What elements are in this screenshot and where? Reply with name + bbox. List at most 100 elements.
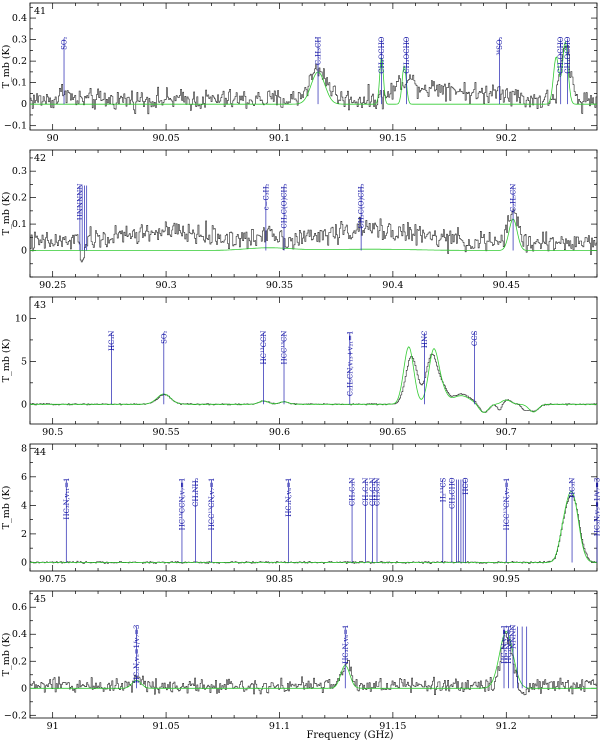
- model-spectrum: [30, 218, 597, 251]
- y-axis-label: T_mb (K): [1, 192, 12, 236]
- y-tick-label: 10: [15, 313, 27, 324]
- panel-44: 90.75 90.8 90.85 90.9 90.95 0 2 4 6 8 T_mb (K) 44 HC…: [1, 443, 600, 585]
- x-tick-label: 90.65: [379, 427, 406, 438]
- line-label: CCS: [471, 330, 479, 346]
- y-tick-label: 0.1: [12, 78, 27, 89]
- line-label: HC₃N,v₁₁=1: [63, 478, 71, 520]
- line-label: SO₂: [160, 330, 168, 344]
- line-label: c−C₃H₂: [262, 183, 270, 210]
- y-tick-label: 0.4: [12, 629, 27, 640]
- y-tick-label: 0: [21, 557, 27, 568]
- panel-number: 41: [34, 6, 46, 17]
- line-label: C₂H₃CH: [315, 37, 323, 66]
- x-tick-label: 90.45: [493, 280, 520, 291]
- panel-45: 91 91.05 91.1 91.15 91.2 −0.2 0 0.2 0.4 0.6 T_mb (…: [1, 590, 598, 732]
- y-tick-label: 5: [21, 356, 27, 367]
- x-tick-label: 90.7: [496, 427, 517, 438]
- x-tick-label: 90.1: [269, 133, 290, 144]
- observed-spectrum: [30, 353, 598, 413]
- x-tick-label: 90.85: [266, 574, 293, 585]
- line-label: CH₃NH₂: [192, 477, 200, 506]
- observed-spectrum: [30, 45, 598, 115]
- model-spectrum: [30, 346, 597, 413]
- x-tick-label: 91.05: [152, 721, 179, 732]
- model-spectrum: [30, 490, 597, 563]
- x-tick-label: 90.3: [156, 280, 177, 291]
- observed-spectrum: [30, 495, 598, 564]
- line-label: HC₃N: [569, 478, 577, 498]
- panel-43: 90.5 90.55 90.6 90.65 90.7 0 5 10 T_mb (K) 43 HC₃N…: [1, 296, 598, 438]
- model-spectrum: [30, 41, 597, 105]
- y-tick-label: −0.2: [4, 710, 27, 721]
- line-label: CH₃OCHO: [564, 36, 572, 73]
- x-tick-label: 90.95: [493, 574, 520, 585]
- y-tick-label: 0.3: [12, 35, 27, 46]
- y-tick-label: 0: [21, 246, 27, 257]
- plot-frame: [29, 443, 598, 572]
- y-tick-label: 0.2: [12, 656, 27, 667]
- line-label: HC¹³CCN: [260, 331, 268, 365]
- panel-42: 90.25 90.3 90.35 90.4 90.45 0 0.1 0.2 0.3 T_mb (K…: [1, 149, 598, 291]
- line-label: ³⁴SO₂: [496, 36, 504, 55]
- y-tick-label: 8: [21, 443, 27, 454]
- line-label: HCC¹³CN,v₇=1: [503, 478, 511, 531]
- line-label: HC₃N,v₇=1: [501, 625, 509, 664]
- y-tick-label: 4: [21, 500, 27, 511]
- x-tick-label: 90.6: [269, 427, 290, 438]
- x-tick-label: 90: [47, 133, 59, 144]
- panel-41: 90 90.05 90.1 90.15 90.2 −0.1 0 0.1 0.2 0.3 0.4 T_m…: [1, 2, 598, 144]
- line-label: HNNNNN: [76, 184, 84, 221]
- line-label: HCC¹³CN: [281, 331, 289, 365]
- x-tick-label: 90.8: [156, 574, 177, 585]
- line-label: HC₃N: [108, 331, 116, 351]
- model-spectrum: [30, 631, 597, 689]
- line-label: HC₃N,v₆=1: [342, 625, 350, 664]
- plot-frame: [29, 149, 598, 278]
- y-tick-label: 0.1: [12, 219, 27, 230]
- x-tick-label: 90.15: [379, 133, 406, 144]
- x-tick-label: 90.05: [152, 133, 179, 144]
- y-axis-label: T_mb (K): [1, 45, 12, 89]
- line-label: HC₃N,v₅=1/v₇=3: [594, 478, 600, 537]
- line-label: CH₃OCHO: [403, 36, 411, 73]
- plot-frame: [29, 590, 598, 719]
- line-label: HC₃N,v₅=1/v₇=3: [133, 625, 141, 684]
- line-label: HCC¹³CN,v₇=1: [208, 478, 216, 531]
- x-tick-label: 91.15: [379, 721, 406, 732]
- line-label: HC₃N,v₇=1: [505, 625, 513, 664]
- y-tick-label: 0.2: [12, 56, 27, 67]
- plot-frame: [29, 296, 598, 425]
- plot-frame: [29, 2, 598, 131]
- line-label: CH₃CHO: [448, 477, 456, 509]
- line-label: CH₃C(O)CH₃: [281, 183, 289, 228]
- y-tick-label: 0: [21, 99, 27, 110]
- x-tick-label: 90.2: [496, 133, 517, 144]
- panel-number: 44: [34, 447, 46, 458]
- line-label: C₂H₅CN: [510, 184, 518, 213]
- observed-spectrum: [30, 208, 598, 263]
- line-label: HC₃N,v₆=1: [285, 478, 293, 517]
- x-tick-label: 90.25: [39, 280, 66, 291]
- line-label: CH₃OCHO: [378, 36, 386, 73]
- panel-number: 45: [34, 594, 46, 605]
- x-tick-label: 90.4: [382, 280, 403, 291]
- y-tick-label: −0.1: [4, 121, 27, 132]
- y-tick-label: 6: [21, 472, 27, 483]
- x-axis-label: Frequency (GHz): [306, 730, 393, 741]
- y-axis-label: T_mb (K): [1, 339, 12, 383]
- y-axis-label: T_mb (K): [1, 633, 12, 677]
- x-tick-label: 91.2: [496, 721, 517, 732]
- line-label: SO₂: [61, 36, 69, 50]
- y-tick-label: 0.4: [12, 13, 27, 24]
- line-label: CH₃C₃N: [369, 478, 377, 507]
- line-label: HC¹³CCN,v₇=1: [178, 478, 186, 531]
- y-axis-label: T_mb (K): [1, 486, 12, 530]
- panel-number: 43: [34, 300, 46, 311]
- y-tick-label: 0.2: [12, 193, 27, 204]
- panel-number: 42: [34, 153, 46, 164]
- line-label: CH₃C₃N: [362, 478, 370, 507]
- line-label: HCO: [462, 477, 470, 494]
- y-tick-label: 0.3: [12, 166, 27, 177]
- line-label: CH₃C₃N: [374, 478, 382, 507]
